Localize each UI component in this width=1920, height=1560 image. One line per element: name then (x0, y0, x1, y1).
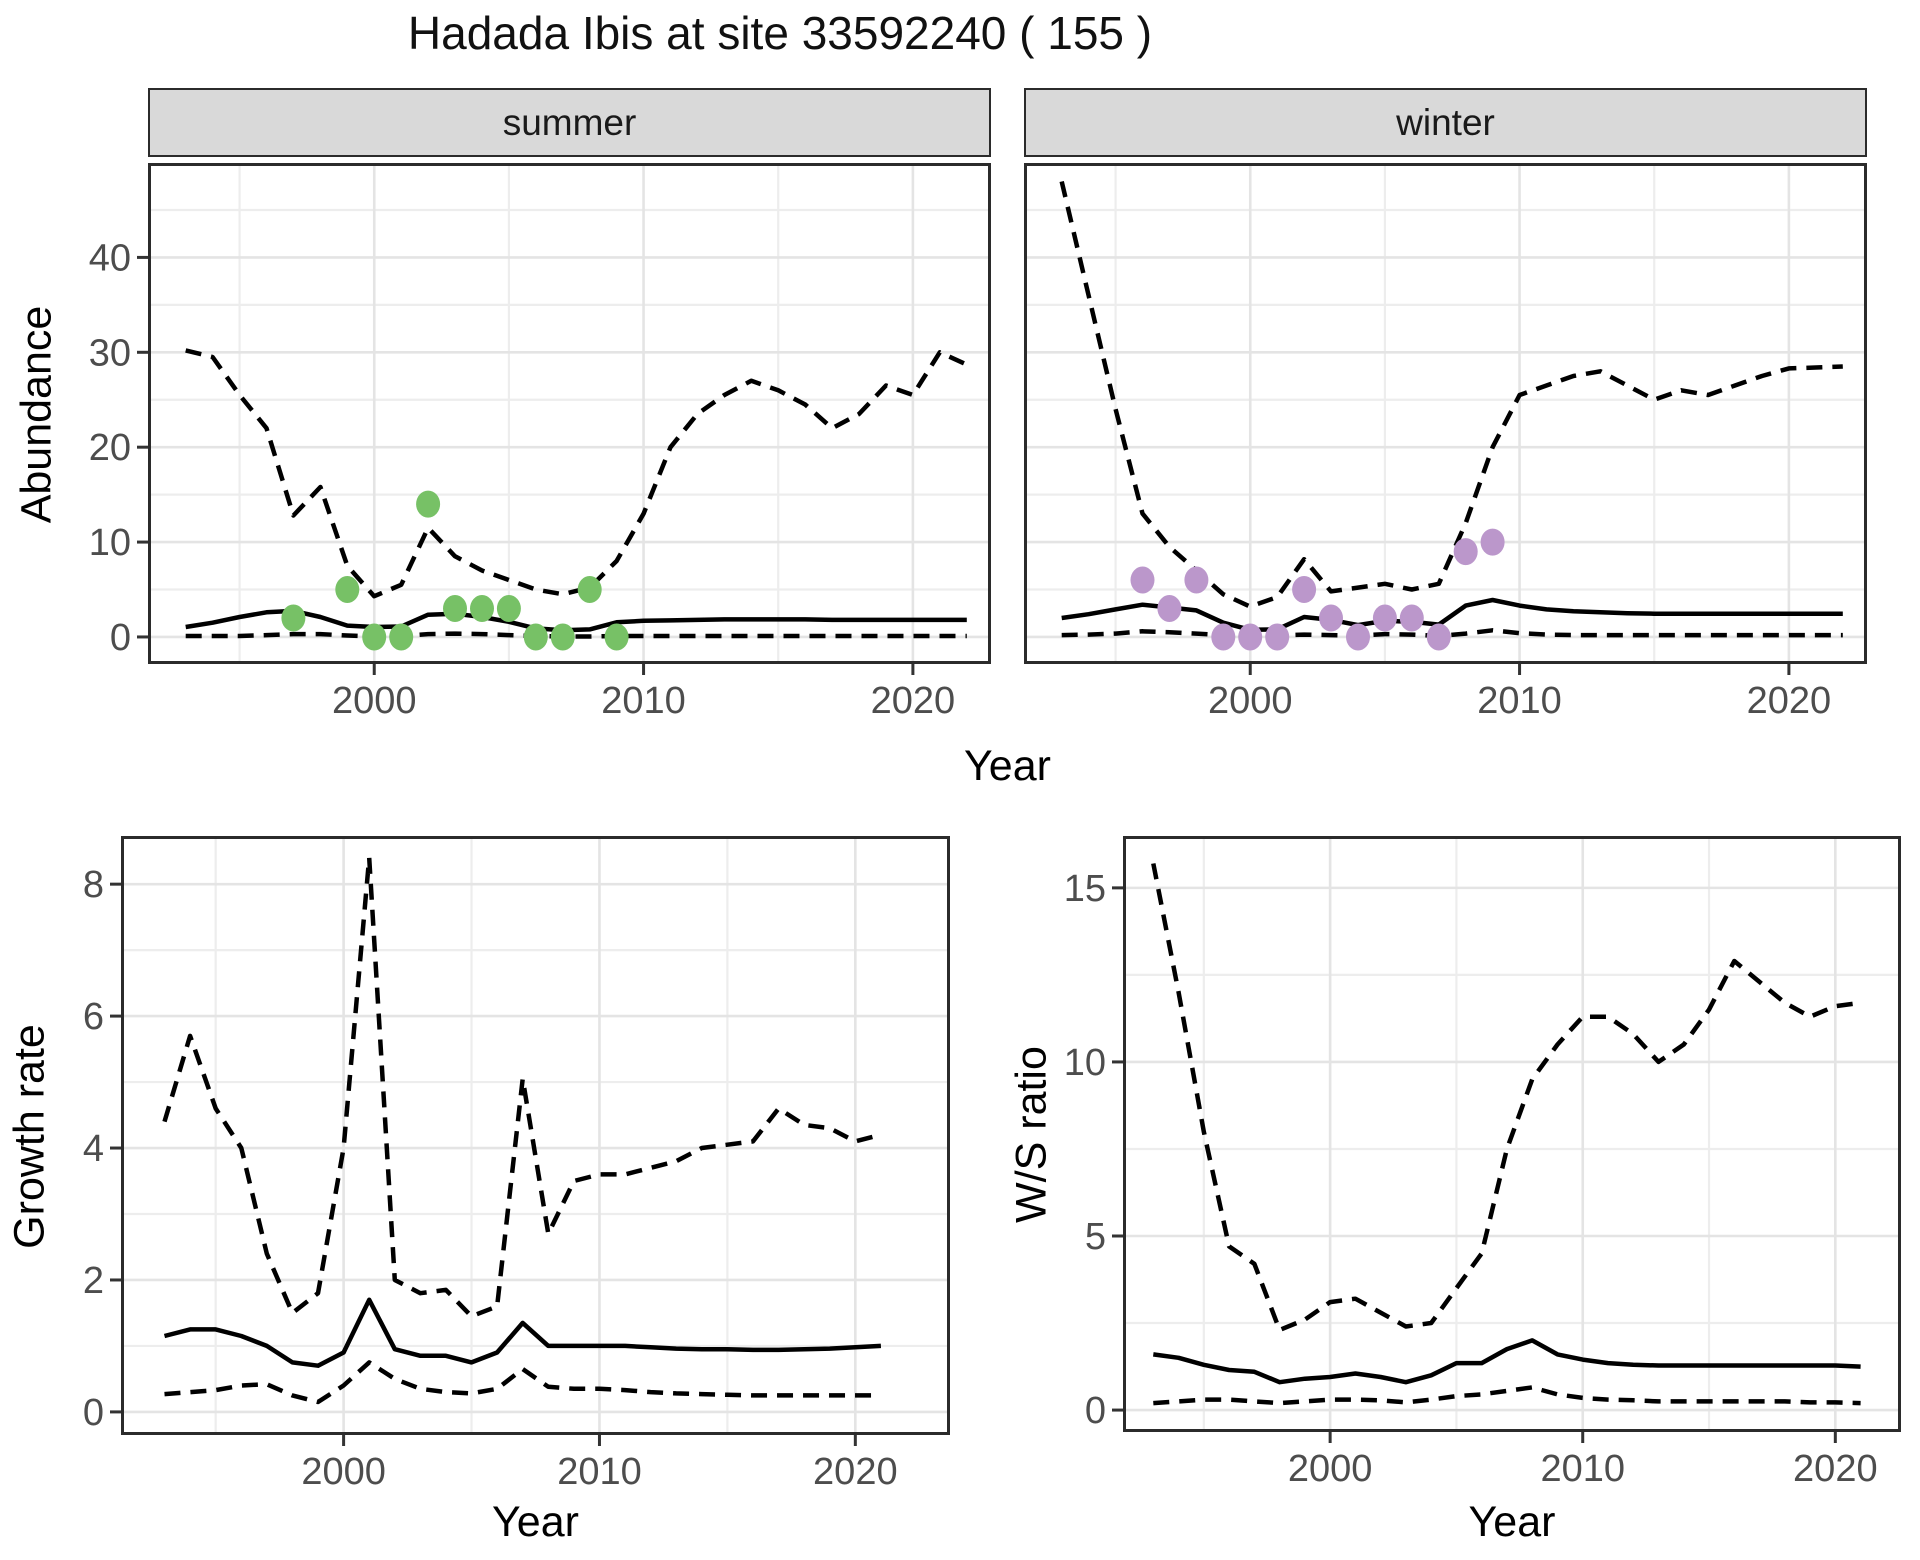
observation-point (1372, 604, 1397, 632)
upper-ci-line (1059, 180, 1843, 609)
top-year-axis-label: Year (964, 742, 1051, 790)
observation-point (1184, 566, 1209, 594)
facet-strip-summer: summer (148, 88, 991, 157)
panel-border (1024, 163, 1867, 664)
panel-border (148, 163, 991, 664)
upper-ci-line (185, 348, 968, 599)
panel-border (121, 836, 950, 1435)
observation-point (577, 576, 602, 603)
x-tick-label: 2000 (1288, 1448, 1373, 1490)
observation-point (1211, 623, 1236, 651)
panel-border (1123, 836, 1901, 1432)
observation-point (1238, 623, 1263, 651)
median-line (1153, 1338, 1861, 1385)
observation-point (1319, 604, 1343, 632)
x-tick-label: 2020 (1747, 680, 1832, 722)
facet-strip-winter: winter (1024, 88, 1867, 157)
median-line (1061, 597, 1843, 633)
observation-point (1265, 623, 1290, 651)
observation-point (416, 490, 441, 518)
observation-point (1453, 538, 1478, 566)
y-tick-label: 15 (1064, 868, 1106, 910)
observation-point (550, 623, 575, 651)
observation-point (281, 604, 306, 632)
y-tick-label: 4 (83, 1128, 104, 1170)
summer-abundance-chart: 2000 2010 2020 0 10 20 30 40 (89, 163, 991, 722)
y-tick-label: 10 (89, 522, 131, 564)
x-tick-label: 2010 (1540, 1448, 1625, 1490)
growth-rate-chart: 2000 2010 2020 0 2 4 6 8 (83, 836, 950, 1493)
observation-point (1426, 623, 1451, 651)
growth-year-axis-label: Year (492, 1498, 579, 1546)
observation-point (335, 576, 360, 603)
y-tick-label: 8 (83, 864, 104, 906)
y-tick-label: 40 (89, 237, 131, 279)
y-tick-label: 6 (83, 996, 104, 1038)
abundance-axis-label: Abundance (12, 305, 61, 524)
observation-point (1292, 576, 1317, 603)
y-tick-label: 0 (1085, 1390, 1106, 1432)
observation-point (1399, 604, 1424, 632)
panel: 2000 2010 2020 0 5 10 15 (1064, 836, 1901, 1490)
observation-point (496, 595, 521, 622)
panel: 2000 2010 2020 0 2 4 6 8 (83, 836, 950, 1493)
observation-point (1346, 623, 1370, 651)
x-tick-label: 2000 (332, 680, 417, 722)
observation-point (443, 595, 467, 622)
plot-title: Hadada Ibis at site 33592240 ( 155 ) (407, 7, 1153, 59)
x-tick-label: 2000 (301, 1451, 386, 1493)
y-tick-label: 30 (89, 332, 131, 374)
observation-point (604, 623, 629, 651)
facet-strip-summer-label: summer (502, 101, 637, 143)
y-tick-label: 0 (110, 617, 131, 659)
x-tick-label: 2010 (557, 1451, 642, 1493)
ws-year-axis-label: Year (1468, 1498, 1556, 1546)
y-tick-label: 0 (83, 1392, 104, 1434)
y-tick-label: 2 (83, 1260, 104, 1302)
median-line (163, 1297, 882, 1368)
panel: 2000 2010 2020 0 10 20 30 40 (89, 163, 991, 722)
panel-background (148, 163, 991, 664)
upper-ci-line (1151, 863, 1861, 1333)
panel: 2000 2010 2020 (1024, 163, 1867, 722)
lower-ci-line (1061, 628, 1843, 639)
panel-background (1024, 163, 1867, 664)
x-tick-label: 2010 (1477, 680, 1562, 722)
observation-point (1480, 528, 1505, 556)
y-tick-label: 5 (1085, 1216, 1106, 1258)
ws-ratio-chart: 2000 2010 2020 0 5 10 15 (1064, 836, 1901, 1490)
lower-ci-line (185, 631, 967, 639)
observation-point (523, 623, 548, 651)
x-tick-label: 2020 (1793, 1448, 1878, 1490)
observation-point (1157, 595, 1182, 622)
observation-point (389, 623, 414, 651)
x-tick-label: 2010 (601, 680, 686, 722)
x-tick-label: 2000 (1208, 680, 1293, 722)
lower-ci-line (1153, 1385, 1861, 1406)
x-tick-label: 2020 (813, 1451, 898, 1493)
y-tick-label: 20 (89, 427, 131, 469)
observation-point (362, 623, 387, 651)
facet-strip-winter-label: winter (1396, 101, 1495, 143)
lower-ci-line (164, 1360, 881, 1405)
observation-point (470, 595, 494, 622)
winter-abundance-chart: 2000 2010 2020 (1024, 163, 1867, 722)
upper-ci-line (162, 855, 882, 1319)
observation-point (1130, 566, 1155, 594)
y-tick-label: 10 (1064, 1042, 1106, 1084)
x-tick-label: 2020 (871, 680, 956, 722)
median-line (185, 608, 967, 633)
